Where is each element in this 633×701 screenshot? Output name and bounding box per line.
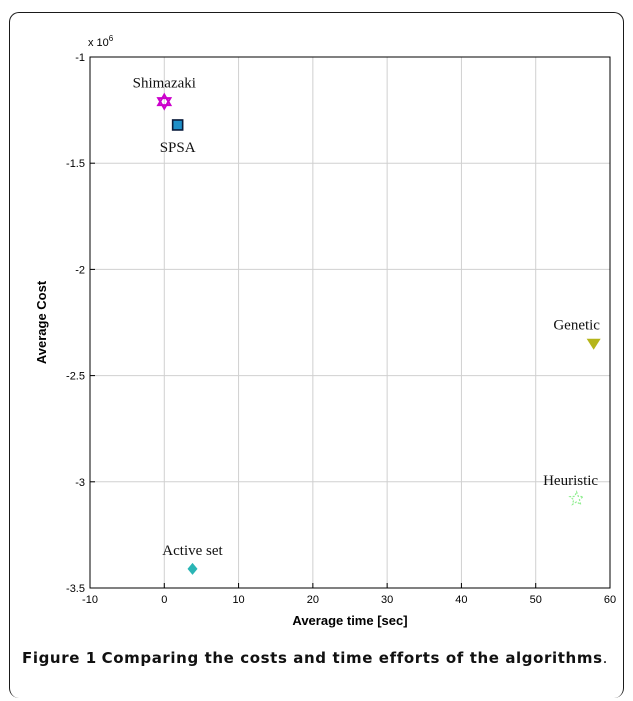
y-tick-label: -2 xyxy=(75,264,85,276)
figure-caption: Figure 1 Comparing the costs and time ef… xyxy=(22,647,612,669)
figure-frame xyxy=(9,12,624,698)
caption-text: Comparing the costs and time efforts of … xyxy=(101,649,603,667)
y-tick-label: -3 xyxy=(75,477,85,489)
point-label-heuristic: Heuristic xyxy=(543,473,598,489)
x-tick-label: 0 xyxy=(161,594,167,606)
point-label-active-set: Active set xyxy=(162,543,223,559)
y-tick-label: -2.5 xyxy=(66,371,85,383)
axis-ticks: -10 0 10 20 30 40 50 60 -1 -1.5 -2 -2.5 -3 -3.5 xyxy=(66,52,616,606)
data-points: Shimazaki SPSA Genetic Heuristic Active set xyxy=(133,76,601,575)
point-label-shimazaki: Shimazaki xyxy=(133,76,196,92)
point-active-set xyxy=(187,562,198,575)
x-tick-label: 60 xyxy=(604,594,616,606)
y-exponent-label: x 106 xyxy=(88,34,114,49)
x-tick-label: 50 xyxy=(530,594,542,606)
grid-lines xyxy=(90,57,610,588)
point-heuristic xyxy=(568,490,585,506)
x-tick-label: -10 xyxy=(82,594,98,606)
y-tick-label: -1 xyxy=(75,52,85,64)
hexagram-triangle-down xyxy=(156,97,173,111)
x-axis-title: Average time [sec] xyxy=(292,613,407,628)
x-tick-label: 40 xyxy=(455,594,467,606)
caption-label: Figure 1 xyxy=(22,649,97,667)
hexagram-triangle-up xyxy=(156,92,173,107)
plot-area xyxy=(89,56,611,589)
point-label-spsa: SPSA xyxy=(160,140,196,156)
y-tick-label: -1.5 xyxy=(66,158,85,170)
x-tick-label: 20 xyxy=(307,594,319,606)
y-axis-title: Average Cost xyxy=(34,280,49,364)
point-shimazaki xyxy=(156,92,173,111)
point-spsa xyxy=(171,119,184,131)
x-tick-label: 10 xyxy=(232,594,244,606)
y-tick-label: -3.5 xyxy=(66,583,85,595)
x-tick-label: 30 xyxy=(381,594,393,606)
point-label-genetic: Genetic xyxy=(553,318,600,334)
point-genetic xyxy=(586,338,601,350)
caption-period: . xyxy=(602,649,608,667)
